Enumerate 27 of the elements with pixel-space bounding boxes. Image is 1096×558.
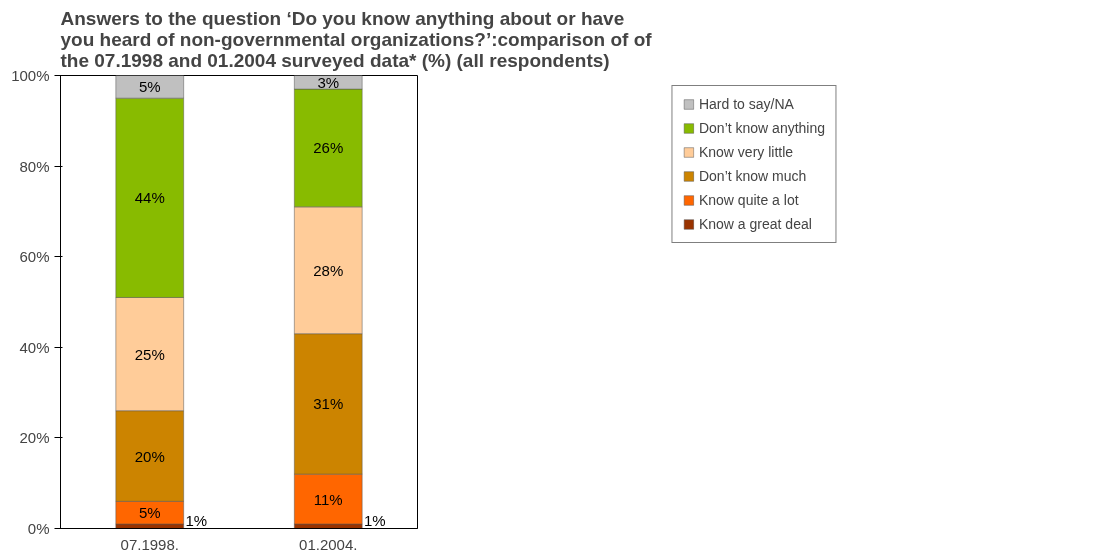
data-label: 44% <box>134 189 165 207</box>
data-label: 1% <box>185 511 208 529</box>
legend-label: Know a great deal <box>698 216 812 232</box>
data-label: 25% <box>134 345 165 363</box>
chart-title: Answers to the question ‘Do you know anything about or have you heard of non-governmental organizations?’:comparison of of the 07.1998 and 01.2004 surveyed data* (%) (all respondents) <box>60 7 653 71</box>
y-tick-label: 60% <box>19 248 50 266</box>
legend-label: Don’t know much <box>698 168 807 184</box>
legend-label: Know quite a lot <box>698 192 799 208</box>
x-tick-label: 01.2004. <box>299 535 358 553</box>
x-tick-label: 07.1998. <box>120 535 179 553</box>
data-label: 28% <box>313 261 344 279</box>
data-label: 1% <box>363 511 386 529</box>
data-label: 3% <box>317 73 340 91</box>
data-label: 26% <box>313 139 344 157</box>
y-tick-label: 40% <box>19 338 50 356</box>
data-label: 5% <box>138 78 161 96</box>
data-label: 31% <box>313 395 344 413</box>
y-tick-label: 100% <box>11 67 50 84</box>
data-label: 5% <box>138 504 161 522</box>
y-tick-label: 0% <box>27 520 50 537</box>
legend-label: Know very little <box>698 144 794 160</box>
y-tick-label: 80% <box>19 157 50 175</box>
data-label: 20% <box>134 447 165 465</box>
data-label: 11% <box>313 490 343 508</box>
legend-label: Don’t know anything <box>698 120 826 136</box>
y-tick-label: 20% <box>19 429 50 447</box>
legend-label: Hard to say/NA <box>698 96 794 112</box>
